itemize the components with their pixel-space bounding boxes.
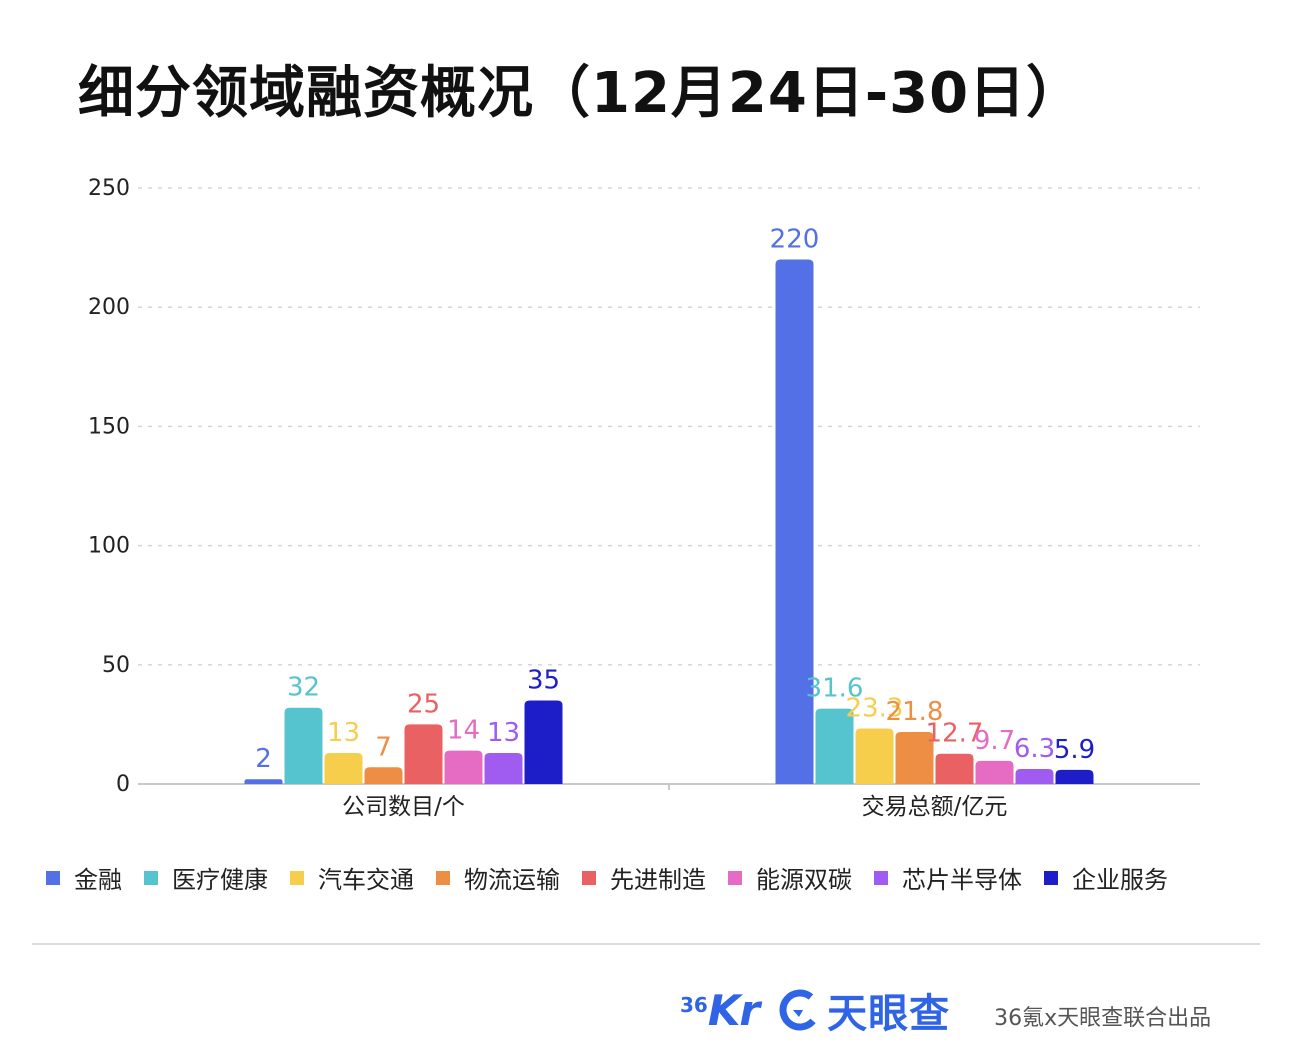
bar — [775, 259, 814, 784]
legend-item: 金融 — [46, 860, 122, 895]
y-tick-label: 0 — [116, 772, 130, 797]
credit-text: 36氪x天眼查联合出品 — [994, 1006, 1212, 1031]
bar — [1015, 768, 1054, 784]
y-tick-label: 150 — [88, 414, 130, 439]
legend-label: 芯片半导体 — [902, 866, 1022, 894]
y-tick-label: 50 — [102, 653, 130, 678]
legend-swatch — [728, 870, 742, 885]
bar — [815, 708, 854, 784]
data-label: 6.3 — [1014, 734, 1055, 764]
legend-swatch — [582, 870, 596, 885]
y-tick-label: 100 — [88, 534, 130, 559]
legend-item: 医疗健康 — [144, 860, 268, 895]
data-label: 32 — [287, 673, 320, 703]
data-label: 25 — [407, 689, 440, 719]
chart-legend: 金融 医疗健康 汽车交通 物流运输 先进制造 能源双碳 芯片半导体 企业服务 — [46, 860, 1190, 895]
logo-36kr: 36 Kr — [680, 985, 760, 1035]
x-tick-label: 交易总额/亿元 — [862, 794, 1008, 820]
legend-swatch — [1044, 870, 1058, 885]
legend-label: 医疗健康 — [172, 866, 268, 894]
legend-item: 先进制造 — [582, 860, 706, 895]
data-label: 35 — [527, 666, 560, 696]
data-label: 12.7 — [926, 719, 984, 749]
y-tick-label: 250 — [88, 176, 130, 201]
legend-item: 能源双碳 — [728, 860, 852, 895]
bar — [975, 760, 1014, 784]
bar — [284, 707, 323, 784]
legend-label: 能源双碳 — [756, 866, 852, 894]
x-tick-label: 公司数目/个 — [342, 794, 465, 820]
data-label: 14 — [447, 716, 480, 746]
bar — [484, 753, 523, 784]
data-label: 9.7 — [974, 726, 1015, 756]
tianyancha-logo-icon — [779, 989, 821, 1031]
legend-label: 企业服务 — [1072, 866, 1168, 894]
bar — [364, 767, 403, 784]
logo-tianyancha: 天眼查 — [779, 981, 950, 1039]
bar — [324, 753, 363, 784]
bar — [855, 728, 894, 784]
data-label: 23.3 — [846, 693, 904, 723]
chart-title: 细分领域融资概况（12月24日-30日） — [78, 61, 1084, 126]
data-label: 2 — [255, 744, 272, 774]
bar — [935, 753, 974, 784]
logo-36kr-number: 36 — [680, 992, 708, 1017]
logo-36kr-text: Kr — [707, 985, 760, 1035]
legend-swatch — [436, 870, 450, 885]
bar — [1055, 769, 1094, 784]
bar — [524, 700, 563, 784]
legend-label: 物流运输 — [464, 866, 560, 894]
legend-item: 物流运输 — [436, 860, 560, 895]
footer-divider — [32, 943, 1260, 945]
data-label: 13 — [487, 718, 520, 748]
data-label: 13 — [327, 718, 360, 748]
legend-label: 先进制造 — [610, 866, 706, 894]
legend-item: 芯片半导体 — [874, 860, 1022, 895]
bar — [895, 732, 934, 784]
legend-swatch — [290, 870, 304, 885]
legend-swatch — [144, 870, 158, 885]
legend-item: 汽车交通 — [290, 860, 414, 895]
data-label: 5.9 — [1054, 735, 1095, 765]
legend-label: 汽车交通 — [318, 866, 414, 894]
legend-swatch — [46, 870, 60, 885]
footer: 36 Kr 天眼查 36氪x天眼查联合出品 — [680, 985, 1212, 1038]
bar — [244, 779, 283, 784]
legend-item: 企业服务 — [1044, 860, 1168, 895]
y-tick-label: 200 — [88, 295, 130, 320]
data-label: 31.6 — [806, 674, 864, 704]
legend-swatch — [874, 870, 888, 885]
data-label: 220 — [770, 225, 820, 255]
bar — [444, 750, 483, 784]
data-label: 21.8 — [886, 697, 944, 727]
logo-tianyancha-text: 天眼查 — [827, 991, 951, 1037]
data-label: 7 — [375, 732, 392, 762]
legend-label: 金融 — [74, 866, 122, 894]
bar — [404, 724, 443, 784]
